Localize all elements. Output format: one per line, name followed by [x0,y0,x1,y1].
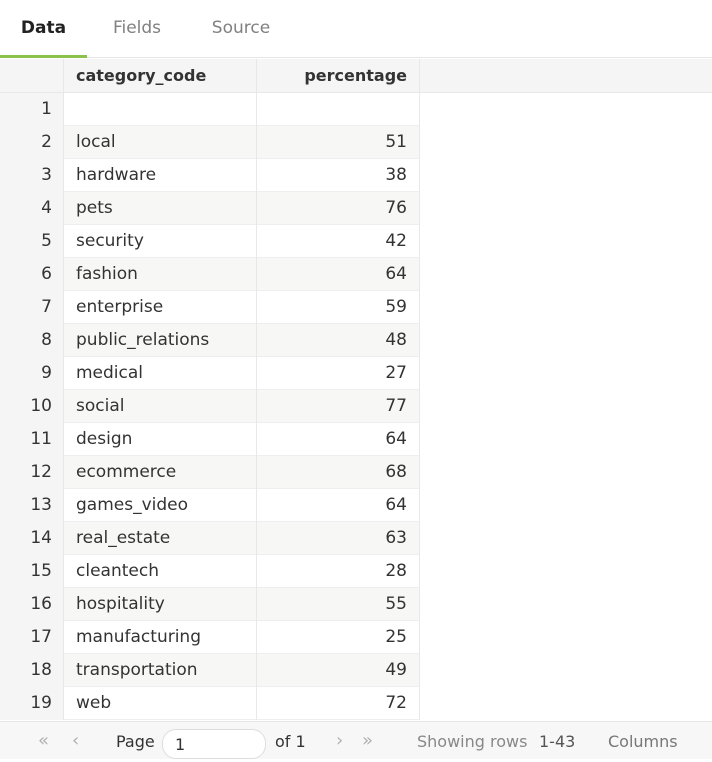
table-body: 1 2 local 51 3 hardware 38 4 pets 76 5 security 42 6 f… [0,93,420,720]
page-count-label: of 1 [275,732,306,751]
table-row[interactable]: 17 manufacturing 25 [0,621,420,654]
category-code-cell[interactable]: local [64,126,257,159]
percentage-cell[interactable]: 77 [257,390,420,423]
percentage-cell[interactable]: 42 [257,225,420,258]
row-number-header [0,59,64,93]
table-row[interactable]: 19 web 72 [0,687,420,720]
row-number[interactable]: 5 [0,225,64,258]
category-code-cell[interactable]: social [64,390,257,423]
column-header-percentage[interactable]: percentage [257,59,420,93]
percentage-cell[interactable]: 72 [257,687,420,720]
percentage-cell[interactable]: 25 [257,621,420,654]
table-row[interactable]: 13 games_video 64 [0,489,420,522]
category-code-cell[interactable]: web [64,687,257,720]
tab-data[interactable]: Data [0,0,87,58]
row-number[interactable]: 18 [0,654,64,687]
category-code-cell[interactable]: enterprise [64,291,257,324]
row-number[interactable]: 12 [0,456,64,489]
percentage-cell[interactable]: 64 [257,489,420,522]
row-number[interactable]: 16 [0,588,64,621]
row-number[interactable]: 19 [0,687,64,720]
percentage-cell[interactable]: 27 [257,357,420,390]
table-row[interactable]: 10 social 77 [0,390,420,423]
percentage-cell[interactable]: 38 [257,159,420,192]
table-row[interactable]: 4 pets 76 [0,192,420,225]
row-number[interactable]: 7 [0,291,64,324]
percentage-cell[interactable]: 55 [257,588,420,621]
percentage-cell[interactable]: 48 [257,324,420,357]
row-number[interactable]: 17 [0,621,64,654]
row-number[interactable]: 1 [0,93,64,126]
table-row[interactable]: 12 ecommerce 68 [0,456,420,489]
table-row[interactable]: 8 public_relations 48 [0,324,420,357]
tab-bar: Data Fields Source [0,0,712,58]
tab-source[interactable]: Source [211,18,271,38]
category-code-cell[interactable]: cleantech [64,555,257,588]
page-label: Page [116,732,155,751]
percentage-cell[interactable]: 63 [257,522,420,555]
column-header-category-code[interactable]: category_code [64,59,257,93]
table-row[interactable]: 7 enterprise 59 [0,291,420,324]
category-code-cell[interactable]: real_estate [64,522,257,555]
table-row[interactable]: 11 design 64 [0,423,420,456]
category-code-cell[interactable]: ecommerce [64,456,257,489]
category-code-cell[interactable]: medical [64,357,257,390]
table-row[interactable]: 16 hospitality 55 [0,588,420,621]
percentage-cell[interactable]: 28 [257,555,420,588]
table-row[interactable]: 2 local 51 [0,126,420,159]
category-code-cell[interactable]: manufacturing [64,621,257,654]
showing-rows-label: Showing rows [417,732,528,751]
first-page-icon[interactable]: « [38,730,50,751]
tab-fields[interactable]: Fields [112,18,162,38]
table-row[interactable]: 1 [0,93,420,126]
pagination-bar: « ‹ Page of 1 › » Showing rows 1-43 Colu… [0,721,712,759]
rows-range: 1-43 [539,732,576,751]
table-row[interactable]: 5 security 42 [0,225,420,258]
row-number[interactable]: 4 [0,192,64,225]
percentage-cell[interactable]: 49 [257,654,420,687]
category-code-cell[interactable]: games_video [64,489,257,522]
percentage-cell[interactable]: 64 [257,423,420,456]
category-code-cell[interactable]: security [64,225,257,258]
category-code-cell[interactable]: design [64,423,257,456]
table-row[interactable]: 14 real_estate 63 [0,522,420,555]
category-code-cell[interactable]: fashion [64,258,257,291]
percentage-cell[interactable]: 76 [257,192,420,225]
row-number[interactable]: 3 [0,159,64,192]
category-code-cell[interactable]: public_relations [64,324,257,357]
table-row[interactable]: 3 hardware 38 [0,159,420,192]
percentage-cell[interactable]: 51 [257,126,420,159]
row-number[interactable]: 14 [0,522,64,555]
table-row[interactable]: 9 medical 27 [0,357,420,390]
next-page-icon[interactable]: › [336,730,344,751]
page-number-input[interactable] [162,729,266,759]
columns-button[interactable]: Columns [608,732,678,751]
category-code-cell[interactable]: hospitality [64,588,257,621]
category-code-cell[interactable]: transportation [64,654,257,687]
row-number[interactable]: 11 [0,423,64,456]
row-number[interactable]: 6 [0,258,64,291]
row-number[interactable]: 15 [0,555,64,588]
prev-page-icon[interactable]: ‹ [72,730,80,751]
percentage-cell[interactable] [257,93,420,126]
table-row[interactable]: 18 transportation 49 [0,654,420,687]
table-row[interactable]: 6 fashion 64 [0,258,420,291]
row-number[interactable]: 10 [0,390,64,423]
category-code-cell[interactable]: pets [64,192,257,225]
percentage-cell[interactable]: 64 [257,258,420,291]
category-code-cell[interactable] [64,93,257,126]
category-code-cell[interactable]: hardware [64,159,257,192]
percentage-cell[interactable]: 68 [257,456,420,489]
data-grid: category_code percentage 1 2 local 51 3 hardw… [0,59,712,721]
row-number[interactable]: 9 [0,357,64,390]
row-number[interactable]: 13 [0,489,64,522]
table-row[interactable]: 15 cleantech 28 [0,555,420,588]
last-page-icon[interactable]: » [362,730,374,751]
table-header: category_code percentage [0,59,712,93]
row-number[interactable]: 2 [0,126,64,159]
percentage-cell[interactable]: 59 [257,291,420,324]
row-number[interactable]: 8 [0,324,64,357]
